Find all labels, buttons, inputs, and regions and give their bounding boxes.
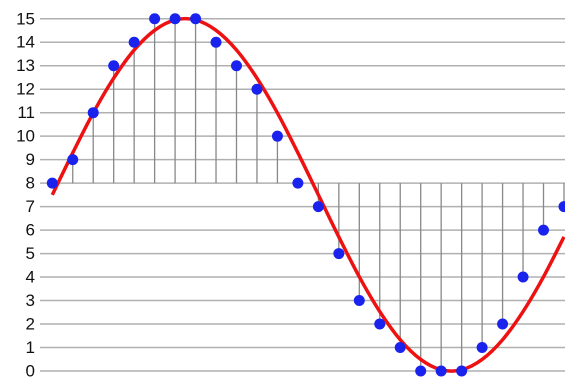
sample-dot <box>149 13 161 25</box>
sample-dot <box>210 36 222 48</box>
y-tick-label: 6 <box>26 221 35 240</box>
y-tick-label: 7 <box>26 197 35 216</box>
sample-dot <box>435 365 447 377</box>
y-tick-label: 13 <box>16 56 35 75</box>
sample-dot <box>108 60 120 72</box>
sample-dot <box>312 201 324 213</box>
y-tick-label: 9 <box>26 150 35 169</box>
sample-dot <box>190 13 202 25</box>
y-tick-label: 14 <box>16 33 35 52</box>
sample-dot <box>271 130 283 142</box>
sample-dot <box>394 341 406 353</box>
sample-dot <box>333 248 345 260</box>
y-tick-label: 15 <box>16 9 35 28</box>
y-tick-label: 1 <box>26 338 35 357</box>
y-tick-label: 10 <box>16 127 35 146</box>
sample-dot <box>517 271 529 283</box>
sample-dot <box>230 60 242 72</box>
sample-dot <box>292 177 304 189</box>
sample-dot <box>67 154 79 166</box>
y-tick-label: 5 <box>26 244 35 263</box>
sample-dot <box>46 177 58 189</box>
sample-dot <box>87 107 99 119</box>
sample-dot <box>251 83 263 95</box>
y-tick-label: 2 <box>26 314 35 333</box>
y-tick-label: 4 <box>26 268 35 287</box>
sample-dot <box>558 201 565 213</box>
y-tick-label: 11 <box>17 103 35 122</box>
sample-dot <box>128 36 140 48</box>
sample-dot <box>456 365 468 377</box>
sample-dot <box>169 13 181 25</box>
sample-dot <box>353 295 365 307</box>
y-tick-label: 12 <box>16 80 35 99</box>
y-tick-label: 0 <box>26 361 35 378</box>
y-tick-label: 8 <box>26 174 35 193</box>
sample-dot <box>374 318 386 330</box>
y-tick-label: 3 <box>26 291 35 310</box>
signal-curve <box>50 16 565 373</box>
sample-dot <box>538 224 550 236</box>
sample-dot <box>415 365 427 377</box>
sample-dot <box>476 341 488 353</box>
sample-dot <box>497 318 509 330</box>
